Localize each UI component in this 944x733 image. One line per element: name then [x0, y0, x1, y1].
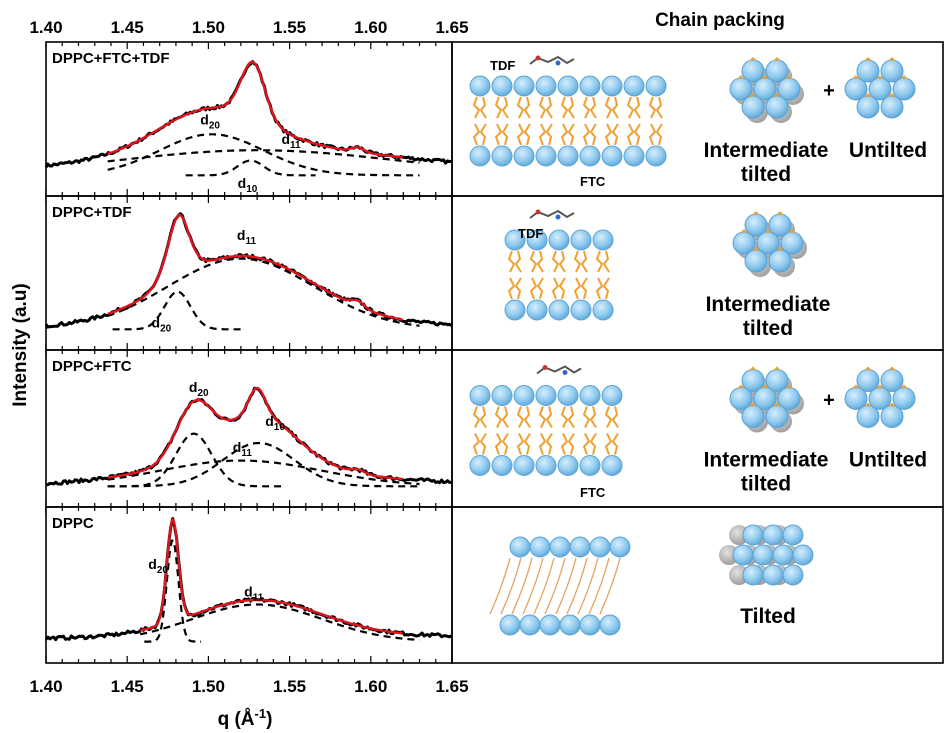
y-axis-title: Intensity (a.u) — [10, 283, 31, 407]
plus-sign: + — [823, 390, 835, 412]
x-tick-label-bottom: 1.45 — [111, 677, 144, 696]
packing-type-label: Tilted — [740, 605, 796, 628]
drug-molecule-label: FTC — [580, 485, 606, 500]
chain-lattice-illustration: Untilted — [844, 56, 927, 162]
drug-molecule-label: TDF — [518, 226, 543, 241]
measured-data-series — [44, 60, 452, 169]
component-peak-curve — [107, 459, 420, 486]
component-peak-curve — [139, 603, 420, 642]
x-tick-label-top: 1.60 — [354, 18, 387, 37]
component-peak-curve — [112, 290, 243, 331]
packing-type-label: Intermediate — [704, 449, 829, 472]
packing-type-label: Untilted — [849, 139, 927, 162]
packing-type-label: Intermediate — [704, 139, 829, 162]
chain-packing-layer: TDFFTCIntermediatetiltedUntilted+TDFInte… — [451, 41, 944, 664]
peak-label: d20 — [200, 111, 220, 131]
panel-sample-label: DPPC+FTC — [52, 358, 132, 375]
fit-curve — [139, 516, 403, 635]
spectrum-panel: DPPC+FTC d20 d11 d10 — [45, 349, 453, 508]
lipid-bilayer-illustration — [504, 209, 614, 321]
fit-curve — [107, 386, 403, 481]
x-tick-label-top: 1.40 — [29, 18, 62, 37]
peak-label: d10 — [265, 413, 285, 433]
spectrum-panel: DPPC d20 d11 — [44, 506, 453, 664]
x-axis-title: q (Å-1) — [218, 706, 273, 730]
component-peak-curve — [107, 441, 420, 488]
peak-label: d11 — [237, 227, 257, 247]
component-peak-curve — [107, 149, 420, 164]
panel-sample-label: DPPC — [52, 515, 94, 532]
x-tick-label-bottom: 1.65 — [435, 677, 468, 696]
peak-label: d11 — [281, 131, 301, 151]
peak-label: d11 — [244, 584, 264, 604]
x-tick-label-bottom: 1.50 — [192, 677, 225, 696]
plus-sign: + — [823, 80, 835, 102]
chain-packing-header: Chain packing — [655, 10, 785, 31]
x-tick-label-bottom: 1.40 — [29, 677, 62, 696]
component-peak-curve — [107, 257, 420, 327]
panel-sample-label: DPPC+FTC+TDF — [52, 50, 170, 67]
x-tick-label-top: 1.55 — [273, 18, 306, 37]
fit-curve — [107, 213, 403, 321]
spectrum-panel: DPPC+TDF d20 d11 — [44, 195, 453, 351]
peak-label: d20 — [189, 379, 209, 399]
x-axis-ticks: 1.40 1.40 1.45 1.45 1.50 1.50 1.55 1.55 1.60 1.60… — [29, 18, 468, 696]
chain-lattice-illustration: Tilted — [719, 524, 814, 628]
x-tick-label-top: 1.45 — [111, 18, 144, 37]
plot-layer: 1.40 1.40 1.45 1.45 1.50 1.50 1.55 1.55 1.60 1.60… — [29, 18, 468, 696]
fit-curve — [107, 60, 403, 159]
text-layer: Chain packing q (Å-1) Intensity (a.u) — [10, 10, 785, 730]
lipid-bilayer-illustration — [469, 55, 667, 167]
component-peak-curve — [144, 539, 202, 643]
panel-sample-label: DPPC+TDF — [52, 204, 132, 221]
x-tick-label-bottom: 1.55 — [273, 677, 306, 696]
packing-schematic: Tilted — [489, 524, 814, 636]
packing-type-label: tilted — [741, 163, 791, 186]
lipid-bilayer-illustration — [489, 536, 631, 636]
peak-label: d20 — [152, 315, 172, 335]
packing-frame — [451, 195, 944, 351]
x-tick-label-top: 1.65 — [435, 18, 468, 37]
measured-data-series — [44, 517, 453, 642]
packing-type-label: Untilted — [849, 449, 927, 472]
packing-type-label: Intermediate — [706, 293, 831, 316]
spectrum-panel: DPPC+FTC+TDF d20 d11 d10 — [44, 41, 453, 197]
chain-lattice-illustration: Untilted — [844, 366, 927, 472]
component-peak-curve — [185, 159, 316, 177]
packing-frame — [451, 506, 944, 664]
peak-label: d11 — [233, 439, 253, 459]
peak-label: d10 — [238, 175, 258, 195]
x-tick-label-bottom: 1.60 — [354, 677, 387, 696]
drug-molecule-label: FTC — [580, 174, 606, 189]
peak-label: d20 — [148, 556, 168, 576]
x-tick-label-top: 1.50 — [192, 18, 225, 37]
packing-type-label: tilted — [743, 317, 793, 340]
packing-type-label: tilted — [741, 473, 791, 496]
drug-molecule-label: TDF — [490, 58, 515, 73]
lipid-bilayer-illustration — [469, 365, 623, 476]
measured-data-series — [44, 212, 453, 329]
